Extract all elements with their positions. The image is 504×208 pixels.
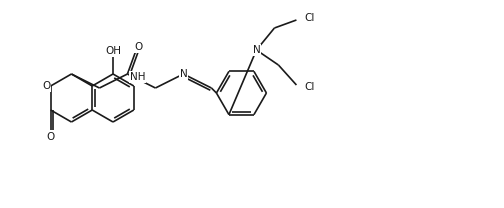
- Text: N: N: [253, 45, 260, 55]
- Text: O: O: [46, 132, 55, 142]
- Text: Cl: Cl: [304, 82, 315, 92]
- Text: N: N: [179, 69, 187, 79]
- Text: NH: NH: [130, 72, 145, 82]
- Text: Cl: Cl: [304, 13, 315, 23]
- Text: O: O: [134, 42, 143, 52]
- Text: OH: OH: [105, 46, 121, 56]
- Text: O: O: [42, 81, 50, 91]
